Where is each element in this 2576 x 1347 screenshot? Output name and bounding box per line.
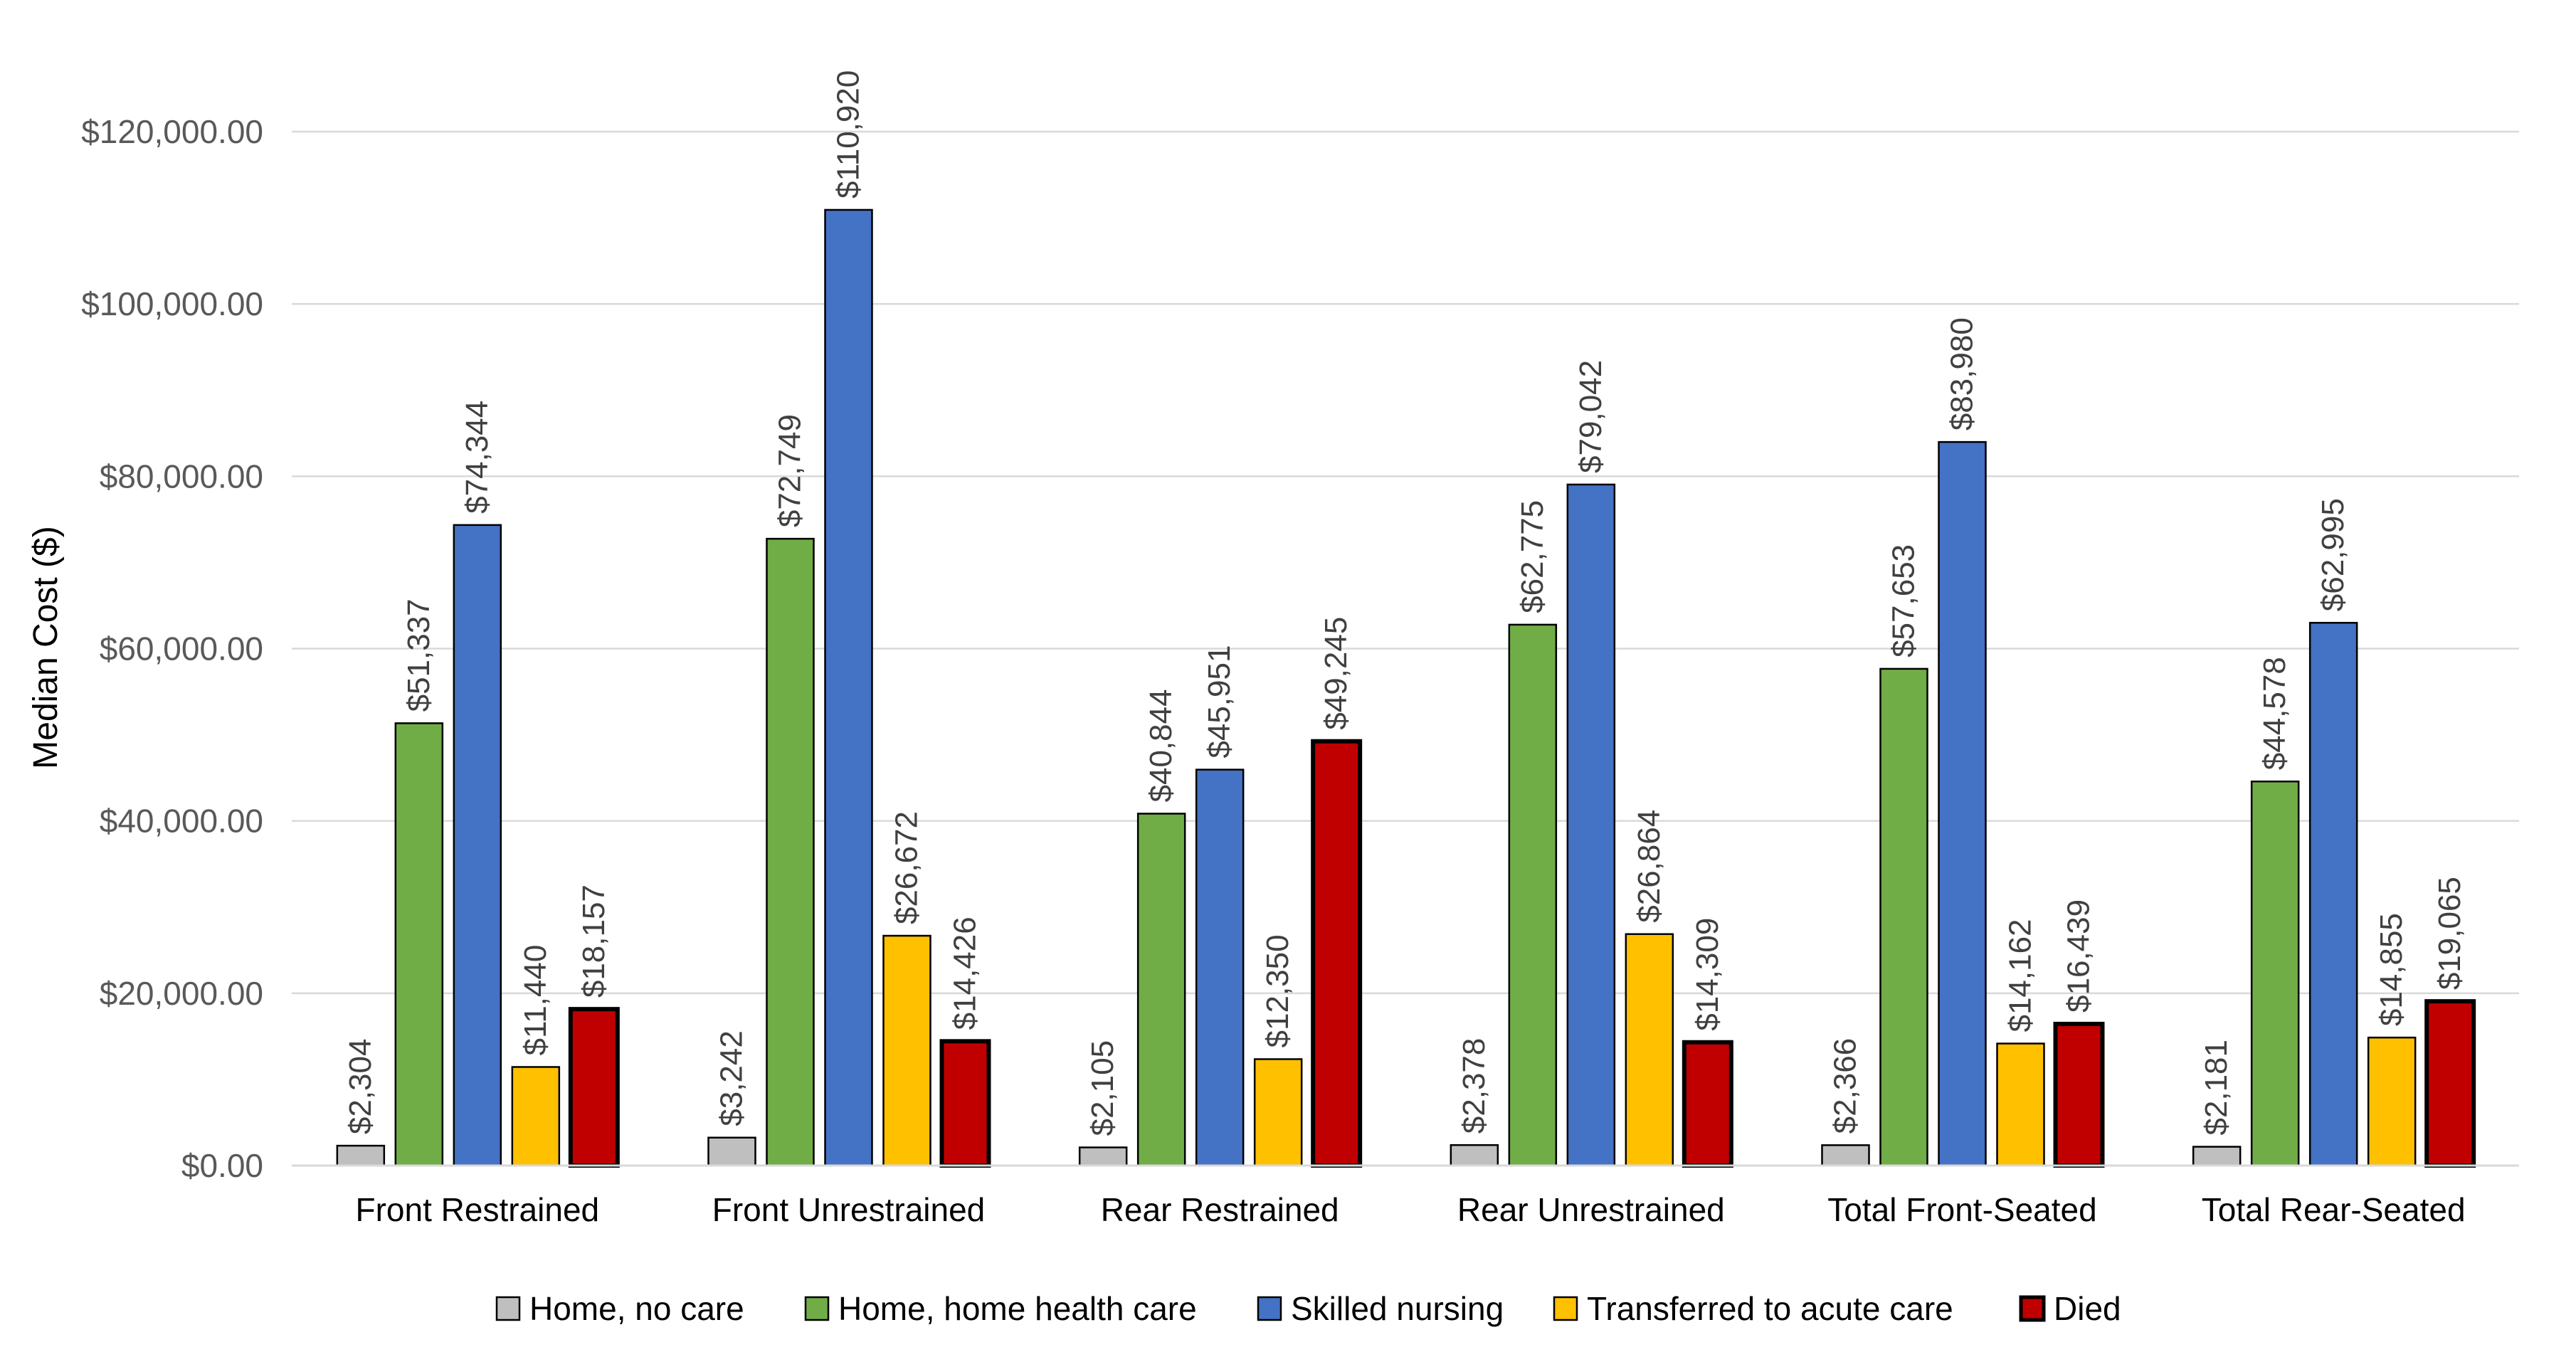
data-label: $79,042 [1573, 360, 1608, 473]
data-label: $83,980 [1945, 317, 1980, 430]
bar-died-2 [1311, 739, 1363, 1168]
bar-home-no-care-2 [1078, 1146, 1128, 1167]
data-label: $14,426 [948, 917, 983, 1030]
data-label: $2,105 [1085, 1040, 1120, 1136]
data-label: $19,065 [2432, 877, 2467, 990]
data-label: $72,749 [773, 414, 808, 527]
data-label: $3,242 [714, 1030, 749, 1126]
data-labels: $2,304 $51,337 $74,344 $11,440 $18,157 $3,242… [343, 70, 2467, 1136]
x-category-label: Rear Unrestrained [1457, 1191, 1725, 1228]
x-category-label: Front Unrestrained [712, 1191, 986, 1228]
bar-transferred-to-acute-care-3 [1625, 933, 1674, 1167]
bar-skilled-nursing-2 [1195, 768, 1245, 1167]
data-label: $40,844 [1144, 689, 1178, 802]
bar-transferred-to-acute-care-2 [1253, 1058, 1303, 1167]
y-tick-label: $120,000.00 [81, 113, 263, 150]
data-label: $11,440 [518, 945, 553, 1056]
x-category-label: Total Front-Seated [1827, 1191, 2096, 1228]
bar-home-no-care-5 [2192, 1146, 2242, 1167]
data-label: $16,439 [2062, 899, 2096, 1013]
legend-label: Died [2054, 1290, 2121, 1327]
bar-transferred-to-acute-care-0 [511, 1066, 561, 1167]
bar-died-1 [939, 1039, 991, 1168]
y-tick-label: $0.00 [181, 1147, 263, 1184]
legend: Home, no care Home, home health care Skill… [495, 1290, 2121, 1327]
y-tick-label: $100,000.00 [81, 285, 263, 322]
data-label: $57,653 [1886, 544, 1921, 657]
bar-transferred-to-acute-care-4 [1996, 1042, 2045, 1167]
data-label: $2,304 [343, 1039, 378, 1135]
data-label: $51,337 [401, 598, 436, 712]
bar-home-home-health-care-3 [1508, 623, 1558, 1167]
data-label: $2,378 [1457, 1038, 1492, 1134]
y-tick-label: $40,000.00 [100, 803, 263, 840]
data-label: $62,995 [2316, 498, 2350, 611]
bar-home-no-care-1 [707, 1136, 756, 1167]
data-label: $26,864 [1632, 810, 1667, 923]
legend-label: Skilled nursing [1291, 1290, 1504, 1327]
bar-skilled-nursing-3 [1566, 483, 1616, 1167]
bar-transferred-to-acute-care-1 [882, 934, 931, 1167]
bar-home-home-health-care-0 [394, 722, 444, 1167]
bar-died-5 [2424, 999, 2476, 1168]
bar-died-3 [1682, 1040, 1733, 1168]
bar-transferred-to-acute-care-5 [2367, 1036, 2417, 1167]
x-category-label: Rear Restrained [1101, 1191, 1339, 1228]
bar-home-no-care-4 [1821, 1144, 1870, 1167]
legend-label: Transferred to acute care [1587, 1290, 1953, 1327]
legend-label: Home, no care [529, 1290, 744, 1327]
legend-swatch [1553, 1296, 1578, 1321]
gridlines [292, 130, 2519, 995]
y-axis-title: Median Cost ($) [27, 526, 65, 768]
y-tick-label: $20,000.00 [100, 975, 263, 1012]
data-label: $14,855 [2374, 913, 2409, 1026]
legend-swatch [2019, 1295, 2046, 1322]
data-label: $74,344 [460, 401, 495, 514]
bar-home-home-health-care-1 [766, 537, 815, 1167]
x-axis-categories: Front Restrained Front Unrestrained Rear R… [356, 1191, 2466, 1228]
bar-home-home-health-care-4 [1879, 667, 1928, 1167]
bar-home-home-health-care-2 [1136, 813, 1186, 1167]
legend-swatch [1257, 1296, 1282, 1321]
bar-skilled-nursing-4 [1938, 440, 1987, 1167]
data-label: $110,920 [831, 70, 866, 199]
bar-home-no-care-3 [1450, 1143, 1499, 1167]
data-label: $62,775 [1515, 500, 1550, 613]
data-label: $14,309 [1690, 918, 1725, 1031]
legend-swatch [804, 1296, 830, 1321]
data-label: $44,578 [2257, 657, 2292, 770]
bar-skilled-nursing-5 [2308, 621, 2358, 1167]
bar-died-4 [2053, 1021, 2105, 1168]
y-axis-ticks: $0.00 $20,000.00 $40,000.00 $60,000.00 $80,0… [81, 113, 263, 1184]
data-label: $14,162 [2003, 919, 2038, 1032]
data-label: $49,245 [1319, 617, 1353, 730]
x-category-label: Front Restrained [356, 1191, 600, 1228]
bars [336, 208, 2476, 1168]
x-category-label: Total Rear-Seated [2202, 1191, 2466, 1228]
data-label: $26,672 [890, 811, 924, 924]
data-label: $18,157 [576, 884, 611, 998]
bar-home-home-health-care-5 [2250, 780, 2300, 1167]
legend-swatch [495, 1296, 521, 1321]
y-tick-label: $60,000.00 [100, 630, 263, 667]
bar-home-no-care-0 [336, 1144, 386, 1167]
bar-skilled-nursing-1 [824, 208, 873, 1167]
data-label: $12,350 [1260, 934, 1295, 1047]
bar-skilled-nursing-0 [453, 524, 502, 1167]
data-label: $45,951 [1202, 645, 1237, 759]
legend-label: Home, home health care [838, 1290, 1197, 1327]
y-tick-label: $80,000.00 [100, 458, 263, 495]
data-label: $2,366 [1828, 1038, 1863, 1134]
bar-died-0 [568, 1007, 620, 1168]
data-label: $2,181 [2199, 1040, 2234, 1136]
